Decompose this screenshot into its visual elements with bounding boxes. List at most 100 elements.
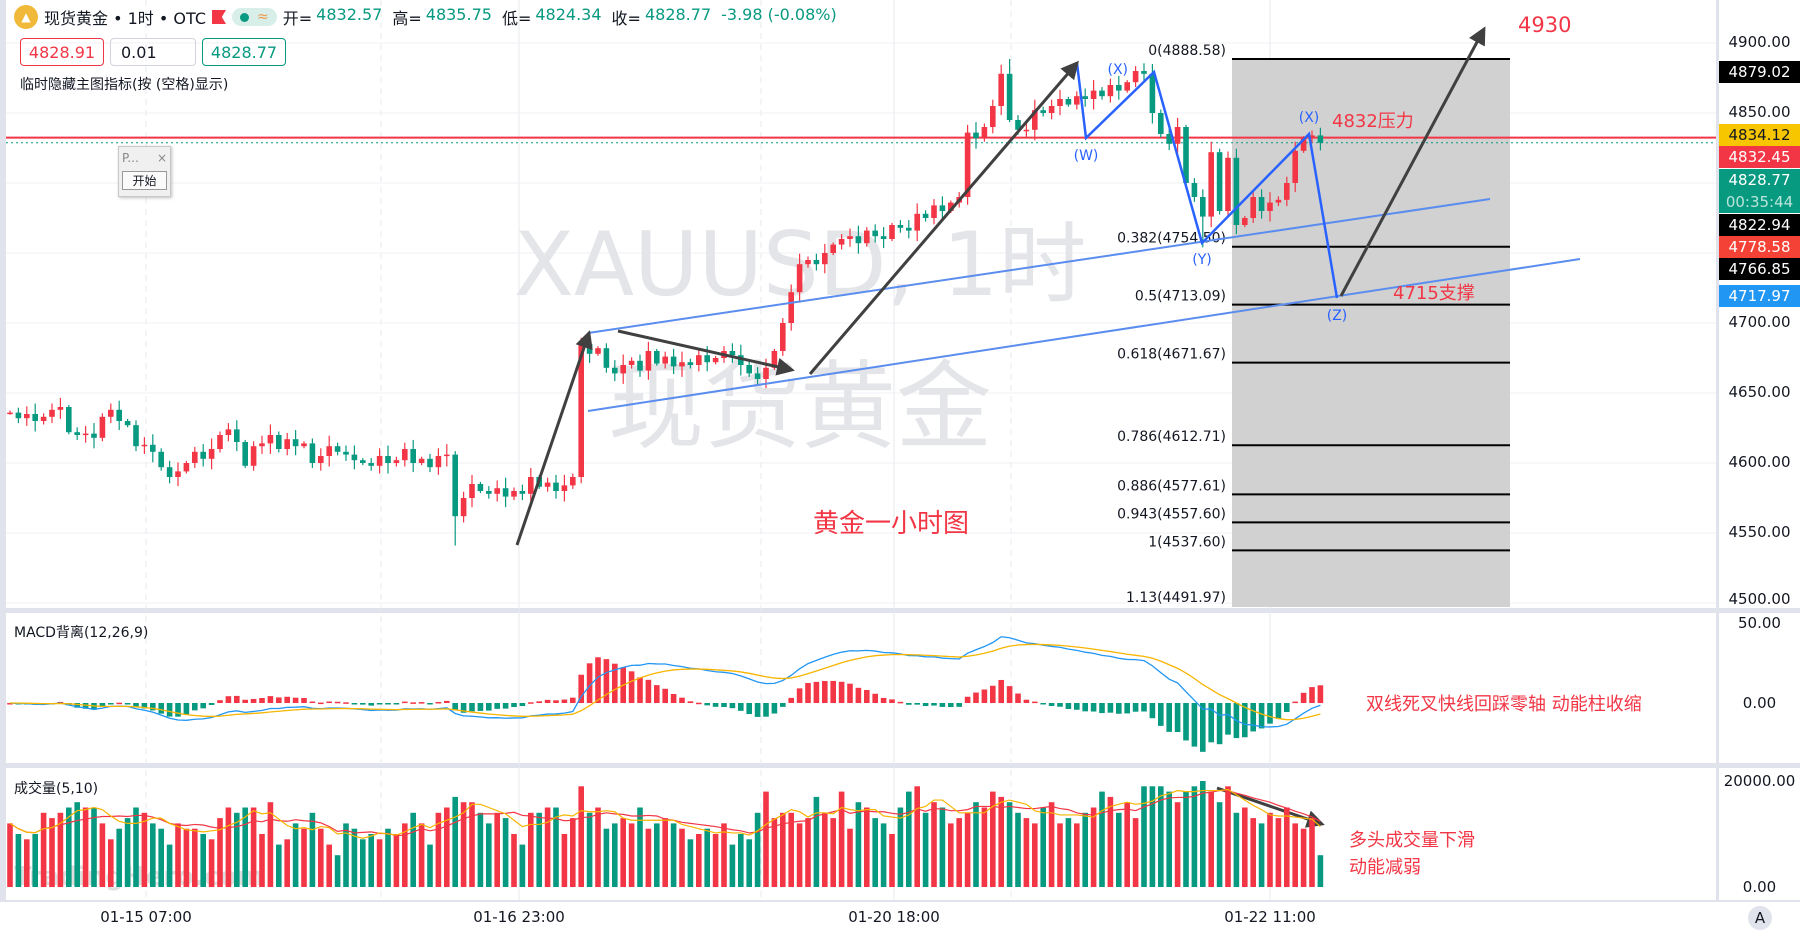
candle-body: [276, 435, 282, 449]
macd-bar: [1006, 686, 1013, 703]
macd-axis-0: 0.00: [1742, 694, 1777, 712]
macd-bar: [981, 689, 988, 703]
fib-level-label: 0.618(4671.67): [1117, 347, 1226, 363]
macd-bar: [948, 703, 954, 708]
volume-bar: [427, 844, 433, 887]
volume-bar: [1082, 812, 1088, 887]
candle-body: [1141, 71, 1147, 74]
volume-bar: [1183, 791, 1189, 887]
buy-button[interactable]: 4828.77: [202, 38, 286, 66]
volume-bar: [200, 834, 206, 887]
macd-bar: [637, 677, 643, 703]
quantity-input[interactable]: 0.01: [110, 38, 196, 66]
symbol-title[interactable]: 现货黄金 • 1时 • OTC: [44, 9, 207, 28]
time-axis-border: [0, 900, 1800, 902]
macd-bar: [956, 703, 962, 707]
macd-bar: [1099, 703, 1105, 714]
low-value: 4824.34: [535, 5, 602, 24]
macd-title[interactable]: MACD背离(12,26,9): [14, 625, 149, 641]
candle-body: [1158, 113, 1164, 134]
candle-body: [864, 230, 870, 244]
macd-bar: [628, 671, 635, 703]
candle-body: [1191, 183, 1198, 197]
volume-bar: [973, 802, 979, 887]
fib-level-label: 0.886(4577.61): [1117, 478, 1226, 494]
macd-bar: [376, 703, 383, 705]
volume-bar: [880, 823, 887, 887]
price-tick: 4700.00: [1728, 313, 1791, 331]
macd-bar: [1309, 687, 1315, 703]
channel-upper-line: [587, 198, 1491, 334]
macd-bar: [612, 663, 618, 703]
candle-body: [1099, 90, 1105, 97]
volume-bar: [1065, 818, 1072, 887]
candle-body: [469, 484, 475, 498]
candle-body: [452, 454, 458, 517]
volume-bar: [687, 839, 694, 887]
macd-bar: [931, 703, 937, 706]
wave-label: (W): [1074, 148, 1099, 164]
fib-level-label: 0.382(4754.50): [1117, 231, 1226, 247]
macd-bar: [74, 703, 80, 708]
macd-bar: [1267, 703, 1273, 724]
candle-body: [99, 416, 106, 438]
candle-body: [738, 355, 744, 365]
candle-body: [1057, 99, 1063, 106]
volume-bar: [645, 828, 652, 887]
candle-body: [334, 446, 341, 452]
volume-bar: [679, 828, 685, 887]
macd-bar: [519, 703, 526, 707]
macd-bar: [822, 681, 828, 703]
volume-bar: [1132, 818, 1139, 887]
auto-scale-button[interactable]: A: [1748, 906, 1772, 930]
volume-bar: [578, 786, 584, 887]
volume-bar: [872, 818, 878, 887]
volume-bar: [1116, 812, 1122, 887]
macd-bar: [780, 703, 786, 707]
volume-bar: [796, 823, 803, 887]
volume-axis-0: 0.00: [1742, 878, 1777, 896]
candle-body: [1074, 96, 1080, 105]
close-icon[interactable]: ×: [156, 151, 167, 165]
macd-bar: [738, 703, 744, 711]
candle-body: [561, 485, 568, 491]
start-button[interactable]: 开始: [122, 171, 167, 190]
candle-body: [1006, 73, 1013, 120]
macd-bar: [704, 703, 710, 706]
candle-body: [1183, 127, 1189, 183]
candle-body: [192, 451, 198, 463]
fib-level-label: 0.786(4612.71): [1117, 429, 1226, 445]
chart-title-annotation: 黄金一小时图: [813, 509, 970, 539]
fib-level-label: 0.943(4557.60): [1117, 506, 1226, 522]
candle-body: [91, 433, 97, 438]
price-badge: 4828.77: [1719, 169, 1800, 191]
script-widget[interactable]: P... × 开始: [118, 146, 171, 197]
macd-bar: [645, 679, 652, 703]
volume-bar: [1099, 791, 1105, 887]
candle-body: [544, 482, 551, 487]
candle-body: [662, 356, 668, 364]
candle-body: [914, 213, 920, 231]
candle-body: [309, 443, 316, 463]
macd-bar: [578, 674, 584, 703]
macd-bar: [1258, 703, 1265, 729]
macd-bar: [805, 682, 811, 703]
sell-button[interactable]: 4828.91: [20, 38, 104, 66]
macd-bar: [427, 703, 433, 705]
macd-bar: [1090, 703, 1097, 712]
volume-bar: [32, 834, 38, 887]
candle-body: [981, 127, 988, 139]
flag-icon[interactable]: [212, 10, 227, 24]
volume-bar: [1233, 812, 1240, 887]
macd-bar: [746, 703, 752, 715]
macd-bar: [242, 699, 248, 703]
macd-bar: [939, 703, 946, 707]
volume-bar: [544, 807, 551, 887]
volume-title[interactable]: 成交量(5,10): [14, 781, 99, 797]
volume-bar: [1191, 786, 1198, 887]
candle-body: [1317, 135, 1324, 143]
volume-bar: [830, 818, 836, 887]
close-label: 收=: [611, 9, 641, 28]
market-status-pill[interactable]: ≈: [232, 8, 277, 26]
